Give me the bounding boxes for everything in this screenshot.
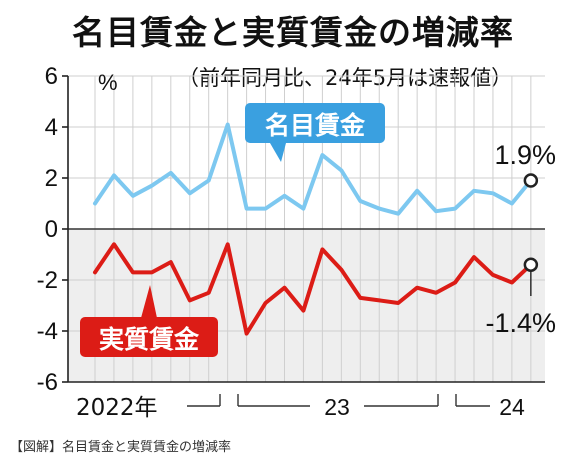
nominal-wage-label: 名目賃金 xyxy=(265,111,366,140)
data-label-nominal-latest: 1.9% xyxy=(494,140,556,170)
y-tick-label: 4 xyxy=(45,114,58,141)
y-tick-label: 2 xyxy=(45,165,58,192)
data-label-real-latest: -1.4% xyxy=(485,308,556,338)
x-group-label: 2022年 xyxy=(76,395,158,421)
real-wage-label-pointer xyxy=(141,285,157,318)
y-tick-label: -4 xyxy=(37,318,58,345)
y-tick-label: 6 xyxy=(45,63,58,90)
x-group-label: 23 xyxy=(324,394,350,420)
y-tick-label: -6 xyxy=(37,369,58,396)
nominal-endpoint-marker xyxy=(523,173,539,188)
y-axis-unit-label: % xyxy=(98,70,118,95)
real-endpoint-marker xyxy=(523,257,539,272)
y-tick-label: 0 xyxy=(45,216,58,243)
nominal-wage-label-box xyxy=(245,103,385,143)
real-wage-label: 実質賃金 xyxy=(99,325,200,354)
real-wage-line xyxy=(93,242,533,336)
y-tick-label: -2 xyxy=(37,267,58,294)
real-wage-label-box xyxy=(80,317,218,357)
x-group-label: 24 xyxy=(499,394,525,420)
chart-subtitle: （前年同月比、24年5月は速報値） xyxy=(178,66,513,90)
nominal-wage-label-pointer xyxy=(270,143,286,162)
nominal-wage-line xyxy=(93,122,533,216)
chart-title: 名目賃金と実質賃金の増減率 xyxy=(72,13,514,52)
figure-caption: 【図解】名目賃金と実質賃金の増減率 xyxy=(10,440,232,455)
